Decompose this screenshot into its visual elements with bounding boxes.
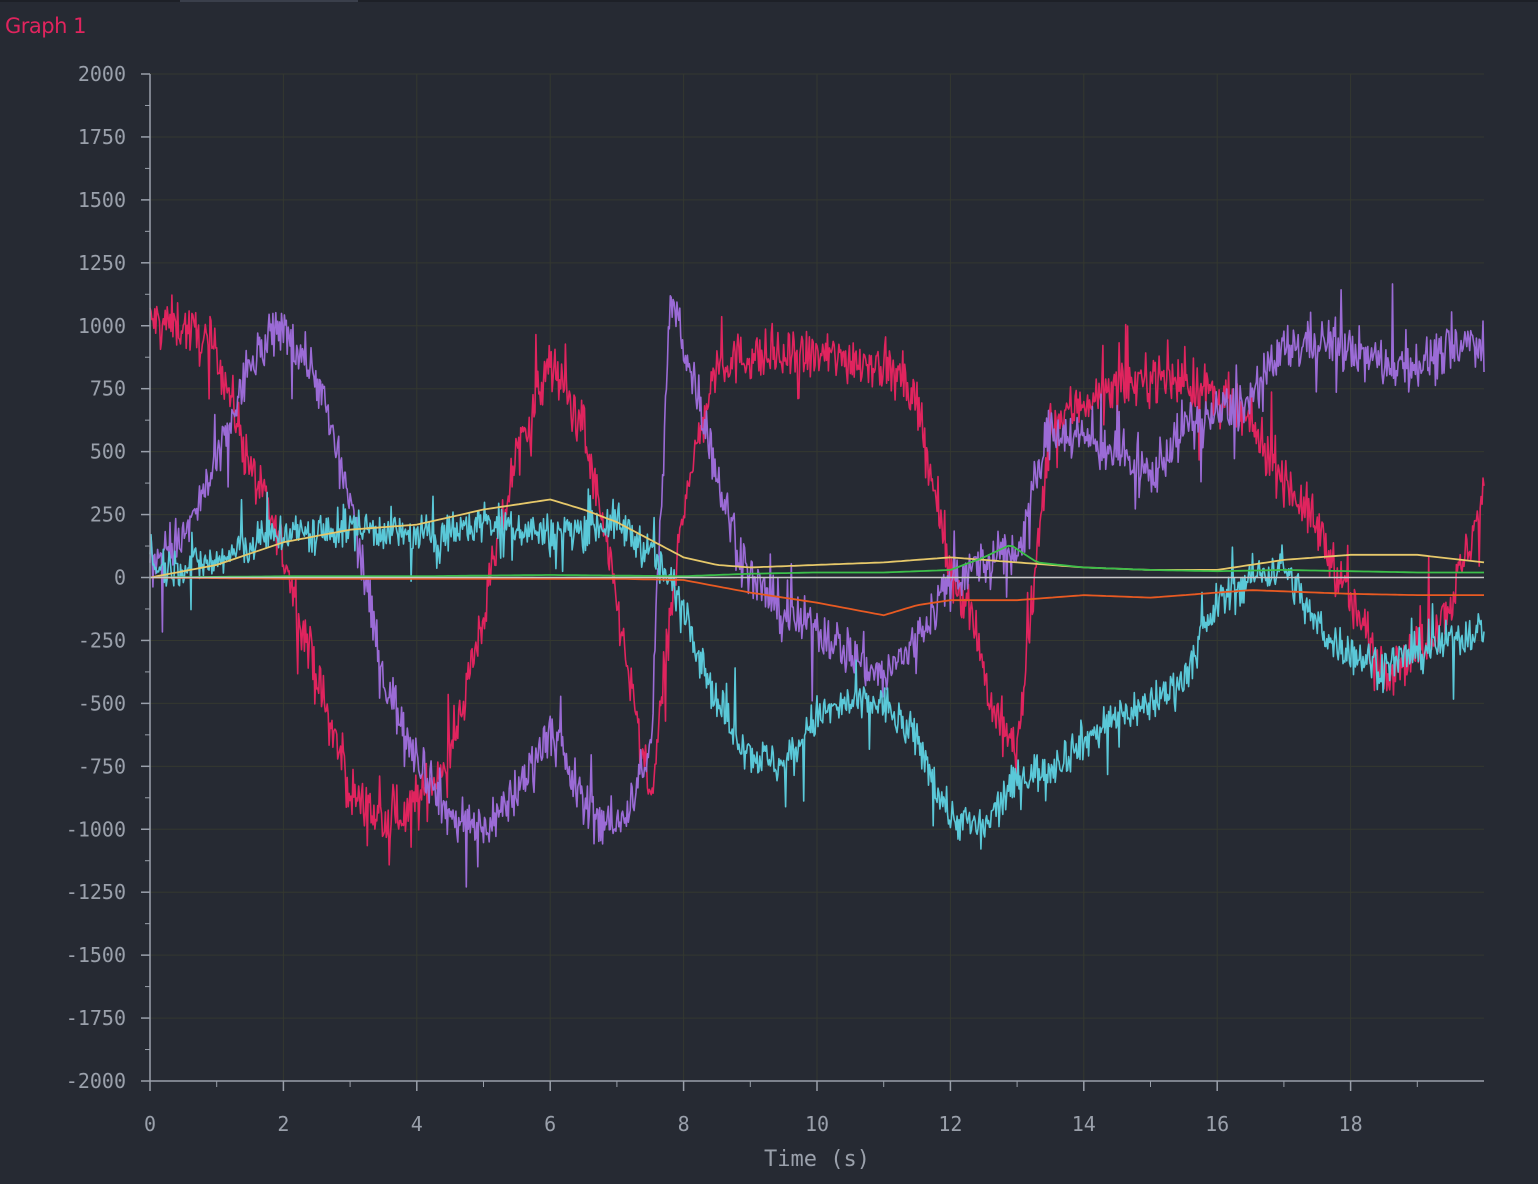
axes <box>141 73 1484 1091</box>
series-line-2[interactable] <box>149 283 1485 888</box>
tab-strip <box>0 0 1538 2</box>
y-tick-label: 1500 <box>78 188 126 212</box>
y-tick-label: -1500 <box>66 943 126 967</box>
series-line-5[interactable] <box>150 544 1484 579</box>
y-tick-label: 1000 <box>78 314 126 338</box>
y-tick-label: -750 <box>78 754 126 778</box>
y-tick-label: 250 <box>90 503 126 527</box>
x-tick-label: 2 <box>277 1112 289 1136</box>
y-tick-label: -1000 <box>66 817 126 841</box>
series-layer <box>149 283 1485 888</box>
y-tick-label: -2000 <box>66 1069 126 1093</box>
x-tick-label: 18 <box>1339 1112 1363 1136</box>
tick-labels: 2000 1750 1500 1250 1000 750 500 250 0 -250 -500 -7… <box>66 62 1363 1136</box>
y-tick-label: -1250 <box>66 880 126 904</box>
x-tick-label: 10 <box>805 1112 829 1136</box>
graph-title[interactable]: Graph 1 <box>5 14 86 38</box>
y-tick-label: 500 <box>90 440 126 464</box>
y-tick-label: -500 <box>78 691 126 715</box>
x-tick-label: 12 <box>938 1112 962 1136</box>
x-axis-title: Time (s) <box>764 1147 870 1172</box>
series-line-4[interactable] <box>149 498 1485 579</box>
active-tab-indicator[interactable] <box>180 0 358 2</box>
series-line-3[interactable] <box>149 488 1485 850</box>
y-tick-label: 2000 <box>78 62 126 86</box>
x-tick-label: 8 <box>678 1112 690 1136</box>
y-tick-label: 1750 <box>78 125 126 149</box>
x-tick-label: 0 <box>144 1112 156 1136</box>
x-tick-label: 4 <box>411 1112 423 1136</box>
x-tick-label: 6 <box>544 1112 556 1136</box>
y-tick-label: -250 <box>78 628 126 652</box>
y-tick-label: 1250 <box>78 251 126 275</box>
x-tick-label: 14 <box>1072 1112 1096 1136</box>
y-tick-label: -1750 <box>66 1006 126 1030</box>
series-line-6[interactable] <box>150 576 1484 617</box>
series-line-1[interactable] <box>149 294 1485 866</box>
y-tick-label: 0 <box>114 566 126 590</box>
y-tick-label: 750 <box>90 377 126 401</box>
x-tick-label: 16 <box>1205 1112 1229 1136</box>
